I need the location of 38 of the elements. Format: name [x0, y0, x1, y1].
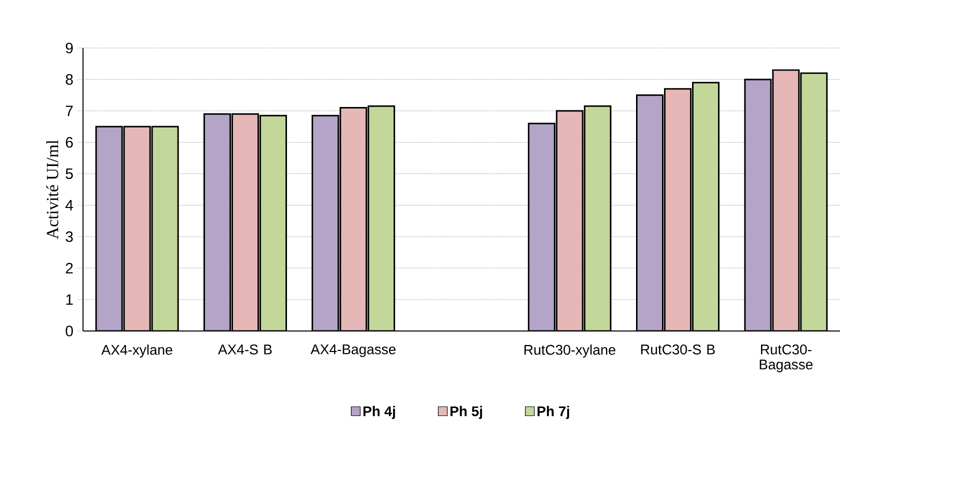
y-tick-label: 9 [66, 42, 73, 54]
y-tick-label: 0 [66, 326, 73, 336]
legend-label: Ph 7j [538, 406, 570, 419]
bar [259, 114, 287, 331]
bar [772, 69, 800, 331]
y-tick-label: 1 [66, 294, 73, 305]
bar [95, 126, 123, 331]
y-axis-title: Activité UI/ml [46, 140, 58, 240]
bar [123, 126, 151, 331]
x-tick-label: RutC30-S B [641, 344, 715, 354]
bar [664, 88, 692, 331]
bar [692, 82, 720, 331]
y-tick-label: 5 [66, 168, 73, 179]
x-tick-label: RutC30-xylane [524, 344, 616, 358]
legend-label: Ph 5j [450, 406, 482, 419]
y-tick-label: 3 [66, 231, 73, 242]
bar [340, 106, 368, 331]
y-tick-label: 4 [65, 200, 74, 210]
bar [584, 105, 612, 331]
bar [151, 126, 179, 331]
bar [528, 122, 556, 331]
y-tick-label: 8 [66, 74, 73, 85]
legend-label: Ph 4j [363, 406, 395, 419]
x-tick-label: RutC30-Bagasse [760, 344, 813, 372]
y-tick-label: 6 [66, 137, 73, 148]
bar [312, 114, 340, 331]
bar [203, 113, 231, 331]
bar [636, 94, 664, 331]
bar [368, 105, 396, 331]
bar [556, 110, 584, 331]
y-tick-label: 7 [66, 106, 73, 116]
x-tick-label: AX4-S B [218, 344, 272, 354]
x-tick-label: AX4-xylane [101, 344, 172, 358]
bar [800, 72, 828, 331]
y-tick-label: 2 [66, 262, 73, 274]
x-tick-label: AX4-Bagasse [310, 344, 396, 358]
bar [744, 78, 772, 331]
bar [231, 113, 259, 331]
